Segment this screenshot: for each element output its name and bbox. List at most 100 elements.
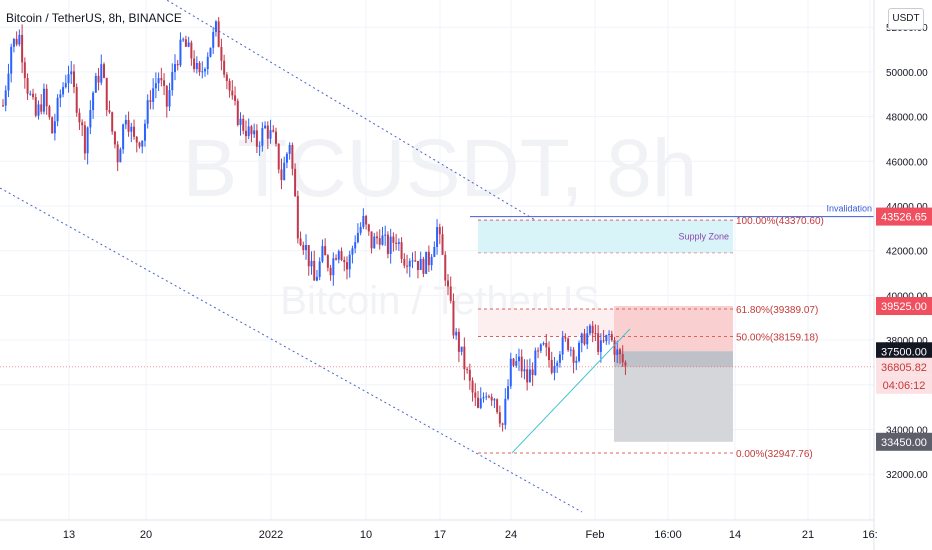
x-tick-label: 2022 <box>259 529 283 541</box>
candle-body <box>59 94 62 98</box>
candle-body <box>70 71 73 75</box>
candle-body <box>373 236 376 249</box>
candle-body <box>493 399 496 401</box>
candle-body <box>561 337 564 355</box>
candle-body <box>122 124 125 150</box>
candle-body <box>127 119 130 132</box>
candle-body <box>195 62 198 70</box>
candle-body <box>507 386 510 399</box>
candle-body <box>526 369 529 383</box>
channel-upper-line[interactable] <box>150 0 583 249</box>
candle-body <box>460 346 463 352</box>
candle-body <box>523 369 526 372</box>
candle-body <box>539 344 542 351</box>
candle-body <box>610 334 613 341</box>
candle-body <box>108 110 111 113</box>
candle-body <box>381 235 384 245</box>
candle-body <box>359 226 362 233</box>
candle-body <box>602 340 605 342</box>
candle-body <box>234 95 237 101</box>
price-label: 33450.00 <box>881 437 927 449</box>
candle-body <box>116 144 119 163</box>
candle-body <box>605 334 608 342</box>
y-tick-label: 40000.00 <box>886 291 928 302</box>
candle-body <box>313 260 316 281</box>
candle-body <box>403 258 406 266</box>
candle-body <box>97 75 100 83</box>
candle-body <box>187 42 190 47</box>
candle-body <box>236 100 239 125</box>
candle-body <box>280 169 283 181</box>
candle-body <box>29 93 32 95</box>
candle-body <box>111 112 114 132</box>
candle-body <box>291 145 294 169</box>
candle-body <box>255 130 258 147</box>
candle-body <box>165 85 168 107</box>
candle-body <box>621 354 624 363</box>
candle-body <box>214 21 217 33</box>
candle-body <box>567 338 570 350</box>
price-label-box <box>876 207 932 226</box>
candle-body <box>624 362 627 366</box>
candle-body <box>190 42 193 59</box>
channel-lower-line[interactable] <box>0 187 583 513</box>
x-tick-label: 17 <box>434 529 446 541</box>
candle-body <box>225 74 228 81</box>
candle-body <box>179 39 182 66</box>
trendline[interactable] <box>511 328 631 454</box>
candle-body <box>430 256 433 266</box>
candle-body <box>345 262 348 270</box>
x-tick-label: 10 <box>360 529 372 541</box>
candle-body <box>67 74 70 84</box>
candle-body <box>537 350 540 352</box>
candle-body <box>613 340 616 355</box>
candle-body <box>94 75 97 93</box>
candle-body <box>550 360 553 373</box>
candle-body <box>324 246 327 256</box>
candle-body <box>217 21 220 47</box>
fib-level-label: 61.80%(39389.07) <box>736 305 818 316</box>
short-position-progress <box>614 351 733 367</box>
candle-body <box>42 88 45 112</box>
candle-body <box>400 242 403 259</box>
candle-body <box>597 333 600 352</box>
candle-body <box>149 100 152 102</box>
candle-body <box>92 92 95 111</box>
candle-body <box>78 112 81 123</box>
candle-body <box>438 227 441 235</box>
price-label: 39525.00 <box>881 301 927 313</box>
candle-body <box>496 399 499 413</box>
candle-body <box>332 258 335 276</box>
candle-body <box>113 131 116 145</box>
candle-body <box>266 125 269 139</box>
candle-body <box>367 224 370 232</box>
candle-body <box>548 347 550 361</box>
candle-body <box>56 97 59 122</box>
price-label-box <box>876 342 932 361</box>
candle-body <box>130 126 133 132</box>
candle-body <box>542 343 545 345</box>
invalidation-label: Invalidation <box>826 204 872 214</box>
x-tick-label: 13 <box>63 529 75 541</box>
candle-body <box>239 118 242 125</box>
currency-button[interactable]: USDT <box>888 8 924 30</box>
candle-body <box>343 259 346 263</box>
candle-body <box>326 255 329 268</box>
y-tick-label: 34000.00 <box>886 426 928 437</box>
fib-level-label: 100.00%(43370.60) <box>736 216 824 227</box>
candle-body <box>501 423 504 425</box>
supply-zone-upper[interactable] <box>478 220 733 253</box>
candle-body <box>370 231 373 249</box>
candle-body <box>389 236 392 254</box>
y-tick-label: 42000.00 <box>886 247 928 258</box>
candle-body <box>26 78 29 94</box>
candle-body <box>455 331 458 336</box>
candle-body <box>86 127 89 154</box>
candle-body <box>119 149 122 163</box>
candle-body <box>572 349 575 363</box>
candle-body <box>269 130 272 139</box>
short-position-risk[interactable] <box>614 306 733 352</box>
candle-body <box>321 246 324 262</box>
